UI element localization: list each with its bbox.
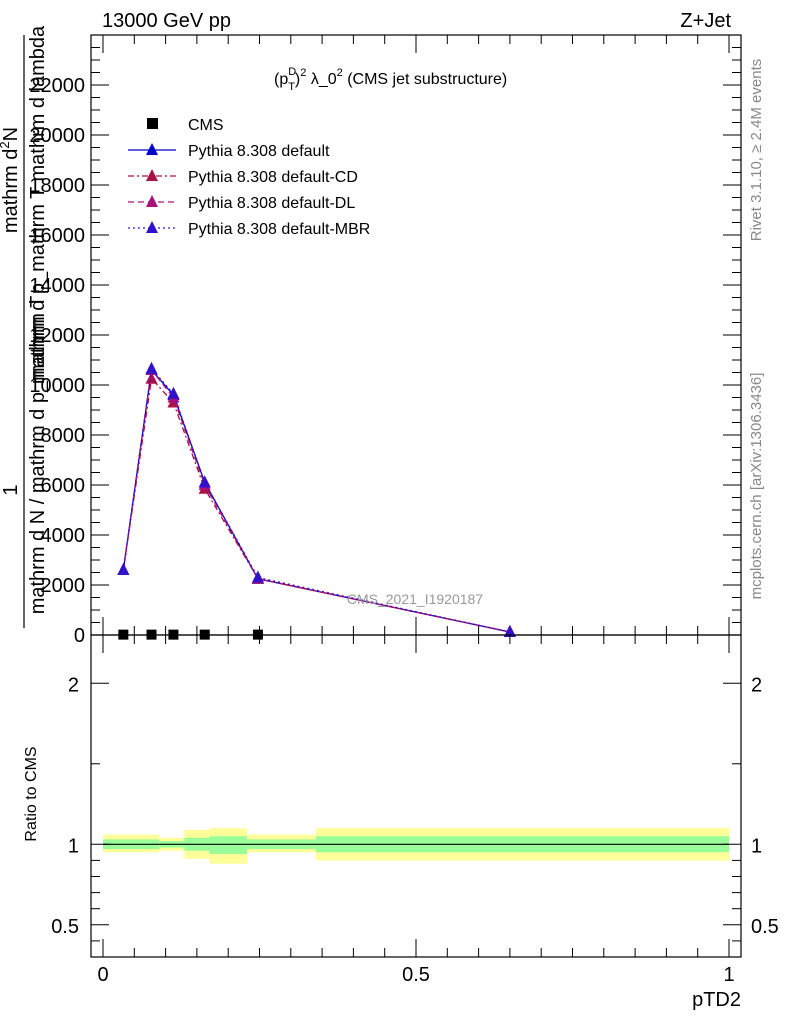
main-panel: 0 2000 4000 6000 8000 10000 12000 14000 16000 180… xyxy=(29,34,742,647)
legend-label: Pythia 8.308 default xyxy=(188,143,330,160)
legend-marker xyxy=(146,195,158,207)
legend-marker xyxy=(146,143,158,155)
legend-marker xyxy=(146,169,158,181)
main-ytick-label: 0 xyxy=(74,625,85,647)
legend-entry: CMS xyxy=(147,117,224,134)
legend-label: CMS xyxy=(188,117,224,134)
data-point xyxy=(251,570,264,583)
ratio-bands xyxy=(103,828,729,864)
ylabel-line1: mathrm d N / mathrm d p_mathrm T xyxy=(27,296,49,615)
x-axis-label: pTD2 xyxy=(692,989,741,1011)
title-a: (p xyxy=(274,71,288,88)
title-sup-2: 2 xyxy=(300,67,306,79)
legend-marker xyxy=(147,118,158,129)
main-ytick-label: 4000 xyxy=(41,525,86,547)
legend-label: Pythia 8.308 default-MBR xyxy=(188,221,370,238)
series-4 xyxy=(117,361,516,637)
ratio-ytick-label: 0.5 xyxy=(51,916,79,938)
ratio-y-ticks: 0.5 0.5 1 1 2 2 xyxy=(51,674,779,942)
side-label-rivet: Rivet 3.1.10, ≥ 2.4M events xyxy=(748,59,765,242)
data-point xyxy=(503,625,516,637)
ylabel-num-sup: 2 xyxy=(0,141,12,148)
main-ytick-label: 10000 xyxy=(29,375,85,397)
ratio-ytick-label-right: 0.5 xyxy=(751,916,779,938)
energy-label: 13000 GeV pp xyxy=(102,10,231,32)
data-point xyxy=(145,361,158,374)
process-label: Z+Jet xyxy=(680,10,731,32)
ratio-ytick-label: 2 xyxy=(68,674,79,696)
plot-title: (pD T)2 λ_02 (CMS jet substructure) xyxy=(274,66,507,93)
ratio-y-label: Ratio to CMS xyxy=(23,746,40,841)
title-c: (CMS jet substructure) xyxy=(343,71,507,88)
main-y-label: 1 mathrm d N / mathrm d p_mathrm T mathr… xyxy=(0,25,49,628)
ylabel-num-a: mathrm d xyxy=(0,149,22,233)
data-point xyxy=(167,386,180,399)
ratio-ytick-label: 1 xyxy=(68,835,79,857)
ratio-xtick-label: 0 xyxy=(97,964,108,986)
legend: CMS Pythia 8.308 default Pythia 8.308 defa… xyxy=(128,117,370,238)
ylabel-denominator: mathrm d p_mathrm T mathrm d lambda xyxy=(27,25,49,384)
legend-entry: Pythia 8.308 default-MBR xyxy=(128,221,370,238)
main-ytick-label: 8000 xyxy=(41,425,86,447)
title-close: ) xyxy=(295,71,300,88)
legend-label: Pythia 8.308 default-CD xyxy=(188,169,358,186)
main-ytick-label: 20000 xyxy=(29,125,85,147)
ratio-ytick-label-right: 2 xyxy=(751,674,762,696)
legend-entry: Pythia 8.308 default-DL xyxy=(128,195,355,212)
title-sub-t: T xyxy=(288,81,295,93)
title-b: λ_0 xyxy=(306,71,336,88)
ratio-x-ticks: 0 0.5 1 xyxy=(97,635,735,986)
title-sup-d: D xyxy=(288,66,296,78)
ratio-frame xyxy=(90,634,742,958)
ratio-panel: 0.5 0.51 12 2 0 0.5 1 xyxy=(51,634,779,986)
side-label-mcplots: mcplots.cern.ch [arXiv:1306.3436] xyxy=(748,373,765,600)
main-ytick-label: 18000 xyxy=(29,175,85,197)
ratio-ytick-label-right: 1 xyxy=(751,835,762,857)
main-ytick-label: 16000 xyxy=(29,225,85,247)
legend-label: Pythia 8.308 default-DL xyxy=(188,195,355,212)
ylabel-numerator: mathrm d2N xyxy=(0,127,22,233)
main-ytick-label: 12000 xyxy=(29,325,85,347)
main-y-ticks: 0 2000 4000 6000 8000 10000 12000 14000 16000 180… xyxy=(29,47,741,647)
legend-entry: Pythia 8.308 default-CD xyxy=(128,169,358,186)
legend-marker xyxy=(146,221,158,233)
main-ytick-label: 2000 xyxy=(41,575,86,597)
watermark: CMS_2021_I1920187 xyxy=(347,591,483,607)
ylabel-num-b: N xyxy=(0,127,22,141)
data-point xyxy=(198,475,211,488)
main-ytick-label: 14000 xyxy=(29,275,85,297)
series-line xyxy=(122,368,511,633)
data-point xyxy=(145,371,158,384)
ratio-xtick-label: 0.5 xyxy=(402,964,430,986)
title-sup-3: 2 xyxy=(337,67,343,79)
main-ytick-label: 22000 xyxy=(29,75,85,97)
main-ytick-label: 6000 xyxy=(41,475,86,497)
data-point xyxy=(117,563,130,575)
legend-entry: Pythia 8.308 default xyxy=(128,143,330,160)
ratio-xtick-label: 1 xyxy=(723,964,734,986)
ratio-band-green xyxy=(209,836,247,854)
ylabel-one: 1 xyxy=(0,484,22,495)
